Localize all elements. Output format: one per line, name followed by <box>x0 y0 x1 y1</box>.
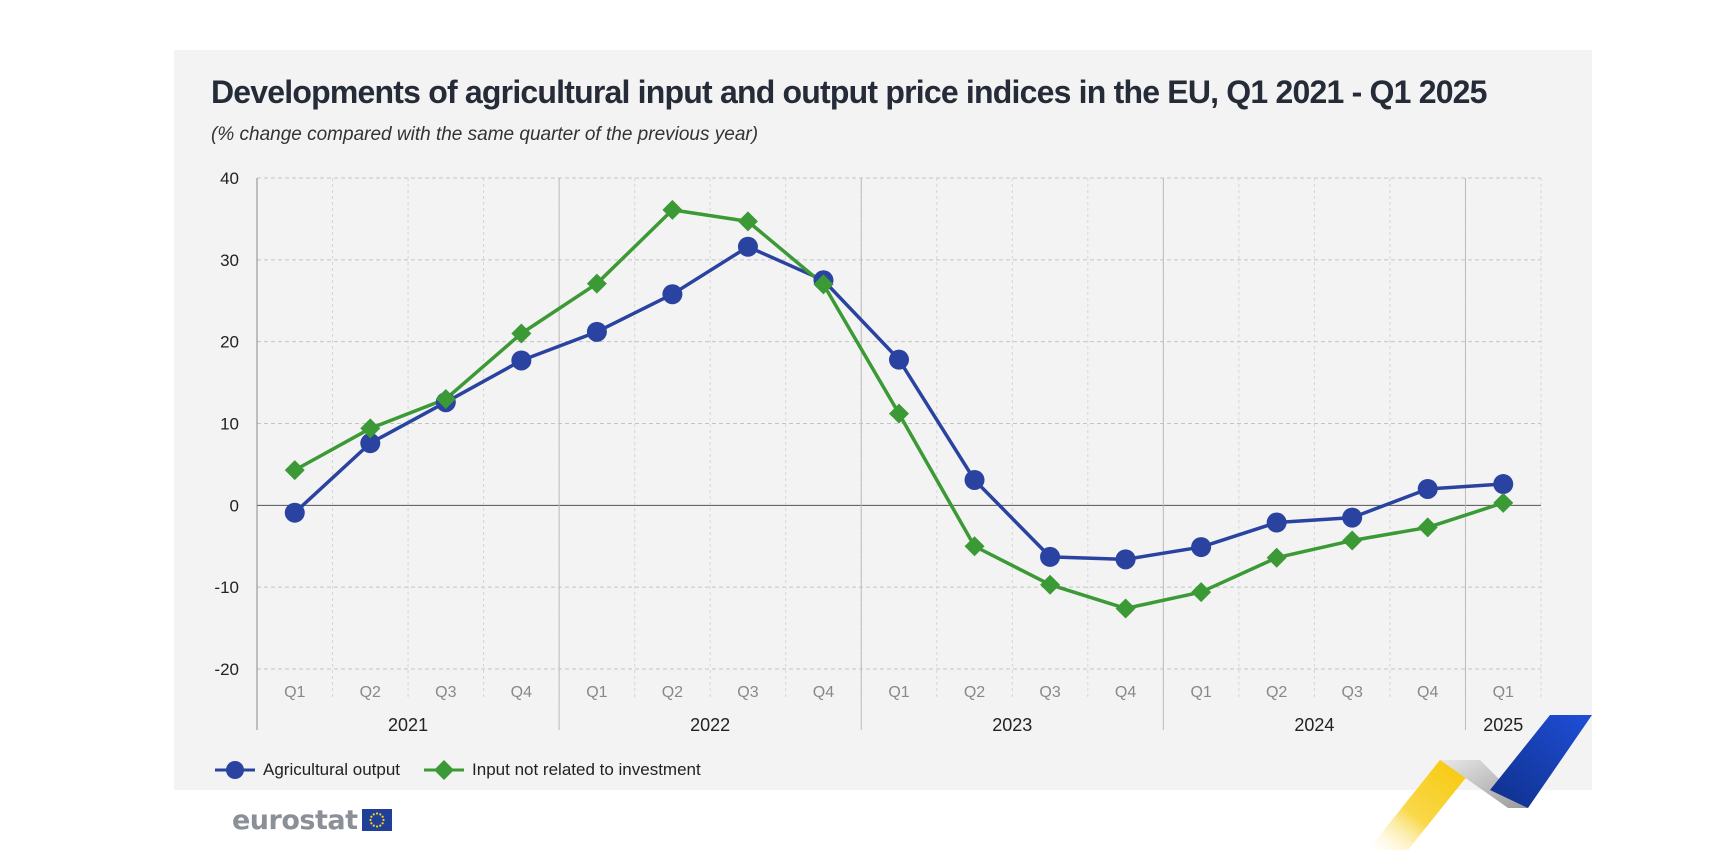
x-tick-label: Q4 <box>813 684 834 701</box>
input-point <box>360 418 381 439</box>
y-tick-label: -10 <box>214 578 239 597</box>
input-point <box>662 199 683 220</box>
input-point <box>284 460 305 481</box>
x-tick-label: Q3 <box>1342 684 1363 701</box>
deco-yellow-shape <box>1368 760 1480 850</box>
input-point <box>964 536 985 557</box>
x-tick-label: Q3 <box>1039 684 1060 701</box>
legend-output-marker-icon <box>215 761 255 779</box>
deco-blue-shape <box>1490 715 1592 808</box>
eurostat-logo: eurostat <box>232 804 392 836</box>
y-tick-label: -20 <box>214 660 239 679</box>
x-tick-label: Q3 <box>737 684 758 701</box>
year-label: 2025 <box>1483 715 1523 735</box>
legend-output-label: Agricultural output <box>263 760 401 779</box>
chart-subtitle: (% change compared with the same quarter… <box>211 124 759 145</box>
input-point <box>1342 530 1363 551</box>
output-point <box>889 349 909 370</box>
flag-star <box>378 824 381 827</box>
flag-star <box>368 818 372 822</box>
y-tick-label: 40 <box>220 169 239 188</box>
flag-star <box>375 825 378 828</box>
flag-star <box>369 822 372 825</box>
input-point <box>1266 547 1287 568</box>
flag-star <box>378 813 381 816</box>
legend-input-marker-icon <box>424 760 465 780</box>
input-point <box>889 403 909 424</box>
y-tick-label: 30 <box>220 251 239 270</box>
output-point <box>737 236 758 257</box>
series <box>284 199 1514 619</box>
input-point <box>435 388 456 409</box>
x-tick-label: Q4 <box>1417 684 1438 701</box>
output-point <box>1191 537 1212 558</box>
input-point <box>1115 598 1136 619</box>
flag-star <box>381 815 384 818</box>
output-point <box>1115 549 1136 570</box>
x-tick-label: Q2 <box>662 684 683 701</box>
x-tick-label: Q2 <box>1266 684 1287 701</box>
output-point <box>1417 478 1438 499</box>
flag-star <box>372 824 375 827</box>
flag-star <box>381 818 385 822</box>
output-point <box>284 502 305 523</box>
x-tick-label: Q1 <box>284 684 305 701</box>
axes: -20 -10 0 10 20 30 40 Q1 Q2 Q3 Q4 Q1 Q2 Q3 Q4 Q1 Q2 Q3 Q4 Q… <box>214 169 1523 735</box>
y-tick-label: 0 <box>230 496 239 515</box>
y-tick-label: 10 <box>220 415 239 434</box>
flag-star <box>369 815 372 818</box>
output-point <box>1493 474 1514 495</box>
input-point <box>813 274 834 295</box>
legend: Agricultural output Input not related to… <box>213 756 701 784</box>
legend-item-output: Agricultural output <box>213 758 400 782</box>
flag-star <box>375 812 378 815</box>
x-tick-label: Q4 <box>511 684 532 701</box>
input-point <box>1191 582 1212 603</box>
output-point <box>1342 507 1363 528</box>
x-tick-label: Q1 <box>586 684 607 701</box>
input-point <box>511 323 532 344</box>
input-point <box>1493 492 1514 513</box>
x-tick-label: Q2 <box>360 684 381 701</box>
input-point <box>1417 517 1438 538</box>
input-point <box>1040 574 1061 595</box>
year-label: 2024 <box>1294 715 1334 735</box>
x-tick-label: Q1 <box>1190 684 1211 701</box>
flag-star <box>372 813 375 816</box>
y-tick-label: 20 <box>220 333 239 352</box>
output-point <box>964 469 985 490</box>
output-point <box>1266 512 1287 533</box>
chart-title: Developments of agricultural input and o… <box>211 74 1487 110</box>
year-label: 2021 <box>388 715 428 735</box>
output-point <box>1040 546 1061 567</box>
input-point <box>586 273 607 294</box>
legend-item-input: Input not related to investment <box>422 758 701 782</box>
x-tick-label: Q3 <box>435 684 456 701</box>
x-tick-label: Q1 <box>1493 684 1514 701</box>
flag-star <box>381 822 384 825</box>
legend-input-label: Input not related to investment <box>472 760 701 779</box>
input-point <box>737 211 758 232</box>
output-point <box>511 350 532 371</box>
eu-flag-icon <box>361 809 392 831</box>
year-label: 2023 <box>992 715 1032 735</box>
output-point <box>662 284 683 305</box>
x-tick-label: Q1 <box>888 684 909 701</box>
year-label: 2022 <box>690 715 730 735</box>
output-point <box>586 321 607 342</box>
output-point <box>360 433 381 454</box>
logo-text: eurostat <box>232 804 358 836</box>
x-tick-label: Q2 <box>964 684 985 701</box>
x-tick-label: Q4 <box>1115 684 1136 701</box>
